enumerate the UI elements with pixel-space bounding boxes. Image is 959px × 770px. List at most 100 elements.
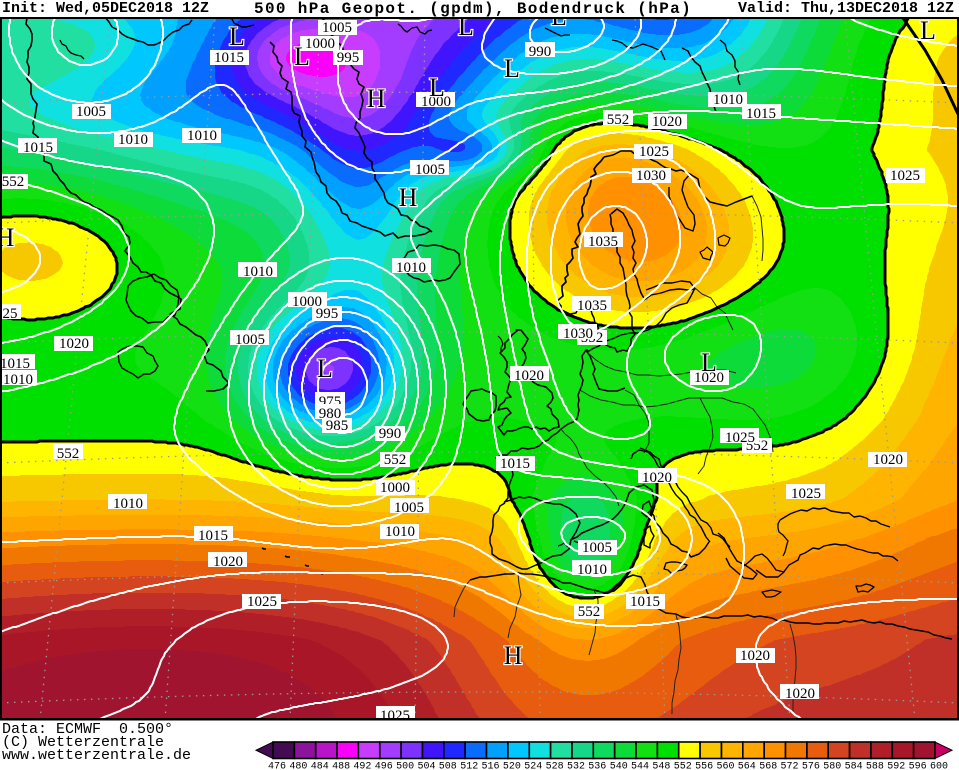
svg-text:1025: 1025: [890, 168, 920, 184]
svg-text:1025: 1025: [725, 430, 755, 446]
svg-text:1010: 1010: [113, 496, 143, 512]
svg-text:L: L: [504, 54, 520, 83]
svg-text:504: 504: [417, 762, 435, 770]
svg-text:568: 568: [759, 762, 777, 770]
svg-text:488: 488: [332, 762, 350, 770]
svg-text:H: H: [399, 183, 418, 212]
svg-text:1005: 1005: [235, 332, 265, 348]
svg-text:1005: 1005: [394, 500, 424, 516]
svg-text:1020: 1020: [514, 368, 544, 384]
svg-text:1020: 1020: [873, 452, 903, 468]
svg-text:1015: 1015: [500, 456, 530, 472]
svg-text:1025: 1025: [639, 144, 669, 160]
svg-text:556: 556: [695, 762, 713, 770]
svg-text:1025: 1025: [791, 486, 821, 502]
svg-text:560: 560: [716, 762, 734, 770]
svg-text:492: 492: [353, 762, 371, 770]
svg-text:995: 995: [316, 306, 339, 322]
svg-text:1010: 1010: [385, 524, 415, 540]
svg-text:480: 480: [289, 762, 307, 770]
svg-text:552: 552: [674, 762, 692, 770]
svg-text:L: L: [317, 354, 333, 383]
svg-text:520: 520: [503, 762, 521, 770]
svg-text:L: L: [294, 42, 310, 71]
svg-text:1015: 1015: [214, 50, 244, 66]
svg-text:H: H: [504, 641, 523, 670]
svg-text:484: 484: [311, 762, 329, 770]
svg-text:L: L: [229, 22, 245, 51]
svg-text:540: 540: [610, 762, 628, 770]
svg-text:L: L: [551, 2, 567, 31]
svg-text:1005: 1005: [76, 104, 106, 120]
svg-text:496: 496: [375, 762, 393, 770]
svg-text:584: 584: [845, 762, 863, 770]
svg-text:995: 995: [337, 50, 360, 66]
svg-text:512: 512: [460, 762, 478, 770]
svg-text:H: H: [0, 223, 15, 252]
svg-text:1035: 1035: [588, 234, 618, 250]
svg-text:1015: 1015: [630, 594, 660, 610]
svg-text:1015: 1015: [0, 356, 30, 372]
svg-text:552: 552: [57, 446, 80, 462]
svg-text:L: L: [458, 12, 474, 41]
svg-text:528: 528: [546, 762, 564, 770]
svg-text:1000: 1000: [380, 480, 410, 496]
svg-text:1010: 1010: [577, 562, 607, 578]
svg-text:985: 985: [326, 418, 349, 434]
svg-text:524: 524: [524, 762, 542, 770]
svg-text:1020: 1020: [213, 554, 243, 570]
svg-text:532: 532: [567, 762, 585, 770]
svg-text:1020: 1020: [642, 470, 672, 486]
svg-text:588: 588: [866, 762, 884, 770]
svg-text:536: 536: [588, 762, 606, 770]
svg-text:1000: 1000: [421, 94, 451, 110]
svg-text:1015: 1015: [198, 528, 228, 544]
svg-text:1010: 1010: [396, 260, 426, 276]
svg-text:L: L: [429, 73, 445, 102]
svg-text:H: H: [367, 84, 386, 113]
svg-text:L: L: [701, 348, 717, 377]
svg-text:1020: 1020: [694, 370, 724, 386]
svg-text:596: 596: [909, 762, 927, 770]
svg-text:1020: 1020: [652, 114, 682, 130]
svg-text:592: 592: [887, 762, 905, 770]
svg-text:1005: 1005: [322, 20, 352, 36]
svg-text:572: 572: [780, 762, 798, 770]
svg-text:508: 508: [439, 762, 457, 770]
svg-text:580: 580: [823, 762, 841, 770]
svg-text:500: 500: [396, 762, 414, 770]
svg-text:990: 990: [529, 44, 552, 60]
svg-text:1020: 1020: [785, 686, 815, 702]
svg-text:548: 548: [652, 762, 670, 770]
svg-text:1010: 1010: [187, 128, 217, 144]
svg-text:1010: 1010: [3, 372, 33, 388]
svg-text:1020: 1020: [740, 648, 770, 664]
svg-text:552: 552: [578, 604, 601, 620]
svg-text:576: 576: [802, 762, 820, 770]
svg-text:1010: 1010: [118, 132, 148, 148]
svg-text:990: 990: [379, 426, 402, 442]
svg-text:1010: 1010: [713, 92, 743, 108]
svg-text:516: 516: [481, 762, 499, 770]
svg-text:552: 552: [607, 112, 630, 128]
svg-text:552: 552: [2, 174, 25, 190]
svg-text:1015: 1015: [23, 140, 53, 156]
svg-text:1035: 1035: [577, 298, 607, 314]
svg-text:1030: 1030: [636, 168, 666, 184]
svg-text:476: 476: [268, 762, 286, 770]
svg-text:1010: 1010: [243, 264, 273, 280]
svg-text:1005: 1005: [582, 540, 612, 556]
svg-text:1025: 1025: [247, 594, 277, 610]
svg-text:1025: 1025: [380, 708, 410, 724]
svg-text:600: 600: [930, 762, 948, 770]
svg-text:564: 564: [738, 762, 756, 770]
svg-text:1005: 1005: [415, 162, 445, 178]
svg-text:1030: 1030: [563, 326, 593, 342]
svg-text:L: L: [920, 16, 936, 45]
svg-text:25: 25: [3, 306, 18, 322]
svg-text:552: 552: [384, 452, 407, 468]
svg-text:1015: 1015: [746, 106, 776, 122]
svg-text:1000: 1000: [305, 36, 335, 52]
svg-text:544: 544: [631, 762, 649, 770]
svg-text:1020: 1020: [59, 336, 89, 352]
